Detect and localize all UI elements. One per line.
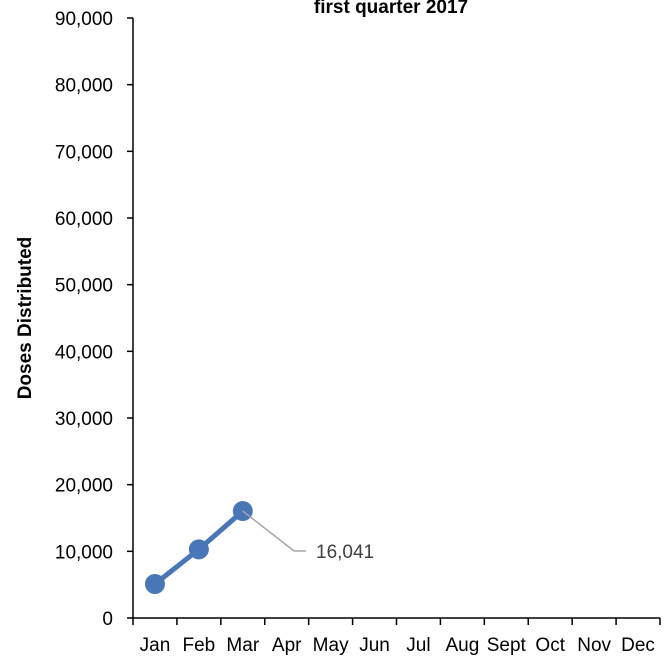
series-layer bbox=[144, 501, 253, 594]
chart-title: first quarter 2017 bbox=[314, 0, 468, 18]
x-tick-label: Oct bbox=[535, 635, 565, 656]
x-tick-label: Apr bbox=[272, 635, 302, 656]
y-axis-title: Doses Distributed bbox=[15, 237, 36, 400]
y-tick-label: 40,000 bbox=[55, 342, 113, 363]
y-tick-label: 60,000 bbox=[55, 209, 113, 230]
x-tick-label: Dec bbox=[621, 635, 655, 656]
y-tick-label: 70,000 bbox=[55, 142, 113, 163]
y-tick-label: 50,000 bbox=[55, 276, 113, 297]
data-labels: 16,041 bbox=[242, 510, 374, 563]
x-tick-label: Mar bbox=[226, 635, 259, 656]
y-tick-label: 10,000 bbox=[55, 542, 113, 563]
x-tick-label: Aug bbox=[445, 635, 479, 656]
x-tick-label: Jan bbox=[140, 635, 171, 656]
y-tick-label: 80,000 bbox=[55, 76, 113, 97]
y-tick-label: 90,000 bbox=[55, 9, 113, 30]
x-tick-label: Nov bbox=[577, 635, 611, 656]
data-point bbox=[144, 574, 165, 594]
data-point bbox=[188, 539, 209, 560]
x-tick-label: Feb bbox=[183, 635, 216, 656]
axes: 0 10,000 20,000 30,000 40,000 50,000 60,000 70,… bbox=[55, 9, 661, 656]
data-label: 16,041 bbox=[316, 542, 374, 563]
y-tick-label: 20,000 bbox=[55, 476, 113, 497]
x-tick-label: Jun bbox=[359, 635, 390, 656]
y-tick-label: 30,000 bbox=[55, 409, 113, 430]
x-tick-label: Sept bbox=[487, 635, 527, 656]
x-tick-label: Jul bbox=[406, 635, 430, 656]
y-tick-label: 0 bbox=[102, 609, 113, 630]
x-tick-label: May bbox=[313, 635, 349, 656]
data-label-leader-line bbox=[242, 510, 306, 552]
